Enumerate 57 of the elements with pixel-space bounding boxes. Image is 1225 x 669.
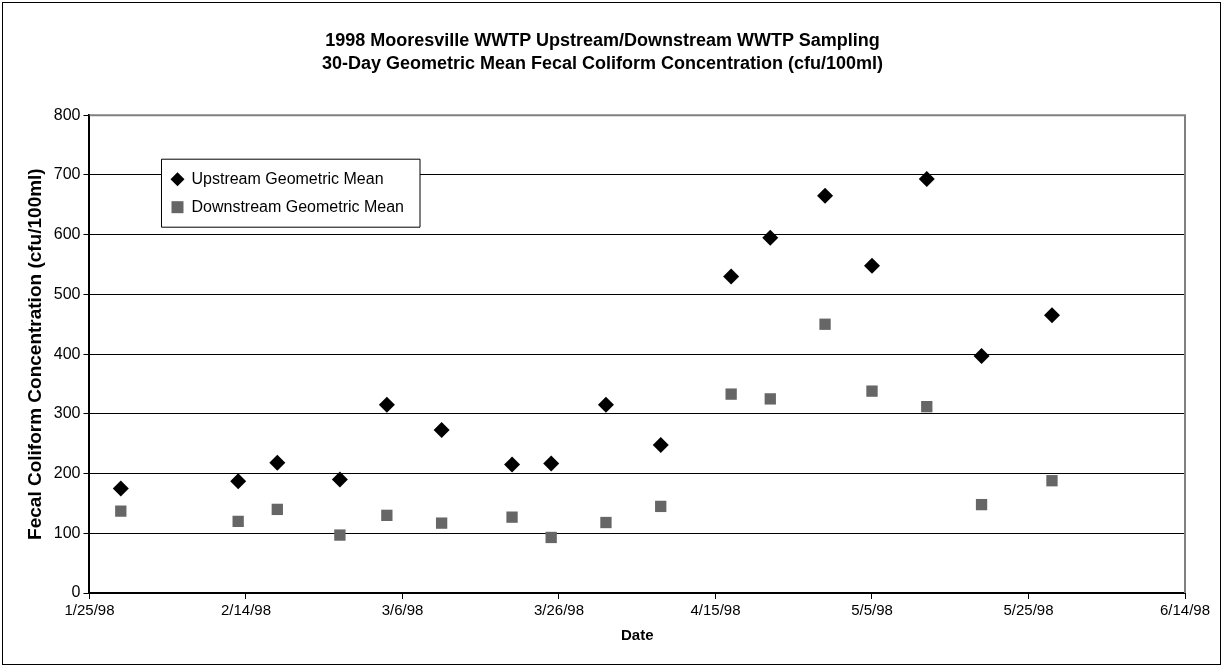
point (762, 229, 779, 246)
point (545, 531, 557, 544)
y-tick-label: 100 (53, 523, 81, 541)
point (269, 454, 286, 471)
y-tick-label: 0 (71, 583, 81, 601)
point (864, 257, 880, 274)
point (817, 187, 834, 204)
point (271, 503, 283, 516)
point (232, 515, 244, 527)
legend-label: Upstream Geometric Mean (191, 169, 384, 187)
y-tick-label: 200 (53, 463, 81, 481)
x-tick-label: 5/5/98 (851, 601, 893, 619)
x-tick-label: 6/14/98 (1159, 601, 1211, 619)
point (725, 388, 737, 400)
y-tick-label: 700 (53, 165, 81, 183)
point (230, 473, 247, 490)
y-tick-label: 500 (53, 284, 81, 302)
point (819, 318, 831, 330)
point (378, 396, 395, 413)
point (764, 393, 776, 405)
point (381, 509, 393, 522)
point (652, 436, 669, 453)
point (866, 385, 878, 397)
x-tick-label: 4/15/98 (690, 601, 741, 619)
point (504, 456, 521, 473)
point (433, 421, 450, 438)
point (334, 529, 346, 541)
x-tick-label: 3/6/98 (381, 601, 424, 619)
point (112, 480, 129, 497)
x-axis-title: Date (620, 626, 654, 644)
point (723, 268, 740, 285)
point (543, 455, 560, 472)
point (975, 498, 988, 511)
point (600, 516, 612, 529)
chart-subtitle: 30-Day Geometric Mean Fecal Coliform Concentration (cfu/100ml) (321, 53, 884, 74)
point (655, 500, 667, 513)
x-tick-label: 2/14/98 (220, 601, 272, 619)
y-tick-label: 600 (53, 225, 81, 243)
point (918, 171, 935, 188)
point (1043, 307, 1060, 324)
x-tick-label: 3/26/98 (533, 601, 585, 619)
point (115, 505, 127, 517)
chart-title: 1998 Mooresville WWTP Upstream/Downstream WWTP Sampling (325, 29, 880, 50)
legend-label: Downstream Geometric Mean (191, 197, 405, 215)
point (1046, 475, 1058, 487)
y-tick-label: 800 (53, 105, 81, 123)
point (506, 511, 518, 523)
point (331, 471, 348, 488)
point (435, 517, 448, 529)
point (921, 401, 933, 413)
y-tick-label: 400 (53, 344, 81, 362)
y-tick-label: 300 (53, 404, 81, 422)
point (597, 396, 614, 413)
x-tick-label: 5/25/98 (1003, 601, 1054, 619)
x-tick-label: 1/25/98 (64, 601, 115, 619)
y-axis-title: Fecal Coliform Concentration (cfu/100ml) (23, 168, 45, 540)
point (973, 347, 990, 364)
